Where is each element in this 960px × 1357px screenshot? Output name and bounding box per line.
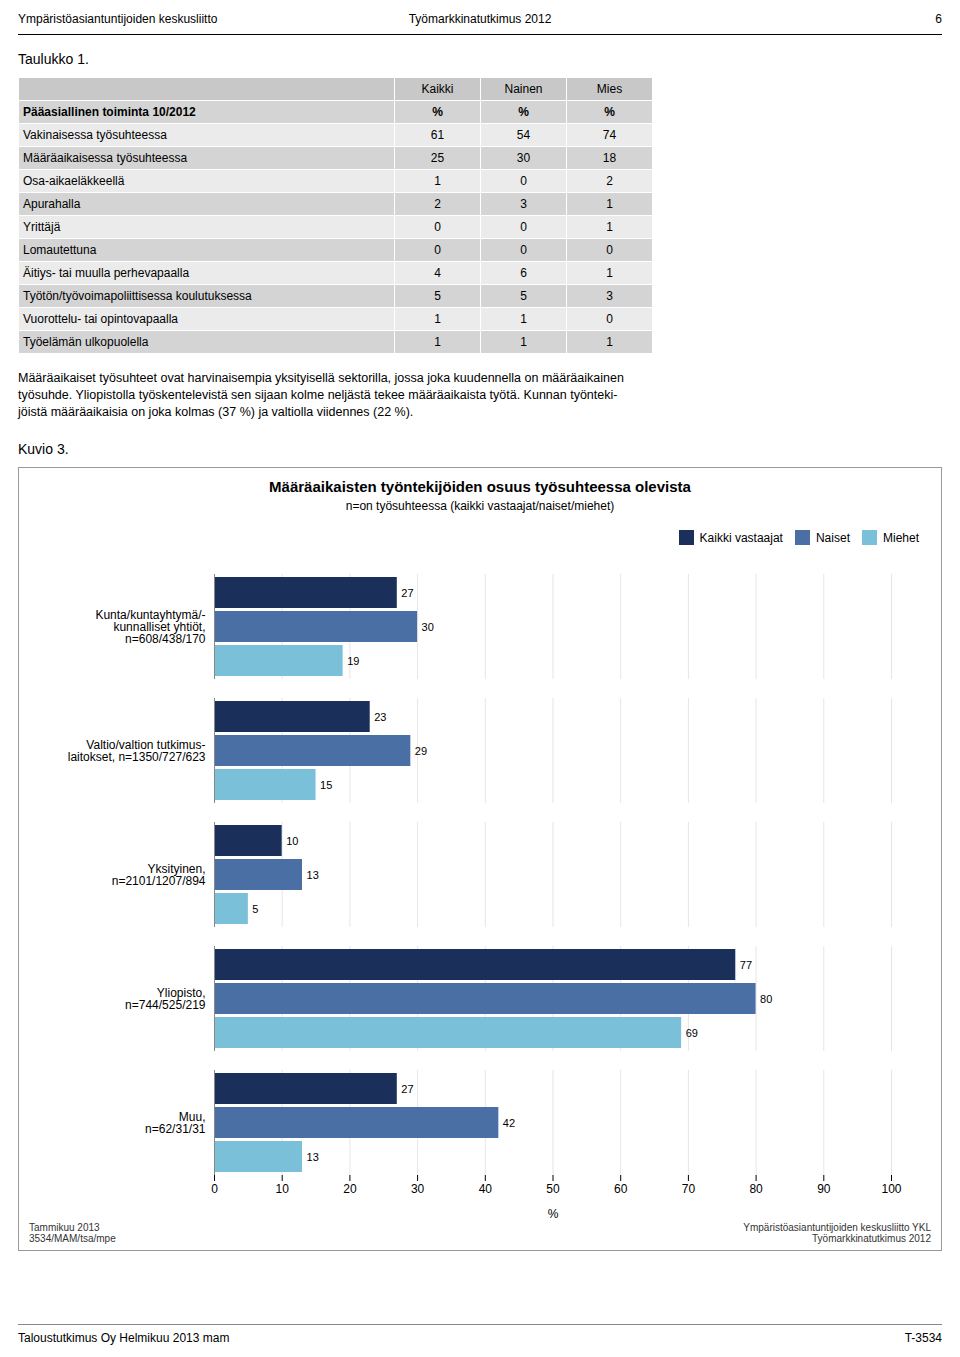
html-text:4: 4	[434, 266, 441, 280]
svg-text:30: 30	[411, 1182, 425, 1196]
svg-text:23: 23	[374, 711, 386, 723]
html-text:työsuhde. Yliopistolla työsken: työsuhde. Yliopistolla työskentelevistä …	[18, 388, 618, 402]
html-text:1: 1	[606, 266, 613, 280]
html-text:2: 2	[434, 197, 441, 211]
svg-text:15: 15	[320, 779, 332, 791]
html-text:2: 2	[606, 174, 613, 188]
html-text:3: 3	[606, 289, 613, 303]
svg-text:Valtio/valtion tutkimus-laitok: Valtio/valtion tutkimus-laitokset, n=135…	[68, 738, 206, 764]
html-text:Työtön/työvoimapoliittisessa k: Työtön/työvoimapoliittisessa koulutukses…	[23, 289, 252, 303]
html-text:Apurahalla: Apurahalla	[23, 197, 81, 211]
svg-text:60: 60	[614, 1182, 628, 1196]
html-text:18: 18	[602, 151, 617, 165]
html-text:1: 1	[520, 335, 527, 349]
html-text:1: 1	[606, 220, 613, 234]
svg-text:90: 90	[817, 1182, 831, 1196]
svg-text:19: 19	[347, 655, 359, 667]
html-text:Nainen: Nainen	[504, 82, 543, 96]
html-text:1: 1	[434, 174, 441, 188]
html-text:0: 0	[520, 243, 527, 257]
html-text:Taloustutkimus Oy Helmikuu 201: Taloustutkimus Oy Helmikuu 2013 mam	[18, 1331, 230, 1345]
html-text:1: 1	[606, 335, 613, 349]
svg-text:70: 70	[682, 1182, 696, 1196]
html-text:T-3534: T-3534	[904, 1331, 942, 1345]
html-text:54: 54	[516, 128, 531, 142]
html-text:25: 25	[430, 151, 445, 165]
svg-text:50: 50	[546, 1182, 560, 1196]
html-text:jöistä määräaikaisia on joka k: jöistä määräaikaisia on joka kolmas (37 …	[18, 405, 414, 419]
svg-text:27: 27	[401, 587, 413, 599]
html-text:n=on työsuhteessa (kaikki vast: n=on työsuhteessa (kaikki vastaajat/nais…	[345, 499, 615, 513]
html-text:0: 0	[434, 243, 441, 257]
svg-text:10: 10	[276, 1182, 290, 1196]
html-text:0: 0	[606, 243, 613, 257]
html-text:0: 0	[520, 220, 527, 234]
svg-text:77: 77	[740, 959, 752, 971]
html-text:Naiset: Naiset	[816, 530, 850, 545]
html-text:74: 74	[602, 128, 617, 142]
html-text:Äitiys- tai muulla perhevapaal: Äitiys- tai muulla perhevapaalla	[23, 266, 190, 280]
svg-text:Muu,n=62/31/31: Muu,n=62/31/31	[145, 1110, 206, 1136]
html-text:Työelämän ulkopuolella: Työelämän ulkopuolella	[23, 335, 149, 349]
html-text:Osa-aikaeläkkeellä: Osa-aikaeläkkeellä	[23, 174, 125, 188]
html-text:30: 30	[516, 151, 531, 165]
html-text:0: 0	[520, 174, 527, 188]
html-text:1: 1	[606, 197, 613, 211]
svg-text:30: 30	[422, 621, 434, 633]
html-text:Vakinaisessa työsuhteessa: Vakinaisessa työsuhteessa	[23, 128, 167, 142]
svg-text:5: 5	[252, 903, 258, 915]
html-text:Pääasiallinen toiminta 10/2012: Pääasiallinen toiminta 10/2012	[23, 105, 196, 119]
html-text:Miehet: Miehet	[883, 530, 919, 545]
html-text:6: 6	[520, 266, 527, 280]
svg-text:0: 0	[211, 1182, 218, 1196]
svg-text:100: 100	[881, 1182, 901, 1196]
html-text:Määräaikaisessa työsuhteessa: Määräaikaisessa työsuhteessa	[23, 151, 188, 165]
svg-text:80: 80	[760, 993, 772, 1005]
svg-text:13: 13	[307, 1151, 319, 1163]
html-text:Kaikki: Kaikki	[421, 82, 454, 96]
html-text:Taulukko 1.: Taulukko 1.	[18, 51, 89, 67]
svg-text:Kunta/kuntayhtymä/-kunnalliset: Kunta/kuntayhtymä/-kunnalliset yhtiöt,n=…	[95, 608, 205, 646]
html-text:Vuorottelu- tai opintovapaalla: Vuorottelu- tai opintovapaalla	[23, 312, 178, 326]
svg-text:29: 29	[415, 745, 427, 757]
svg-text:80: 80	[749, 1182, 763, 1196]
html-text:Määräaikaiset työsuhteet ovat: Määräaikaiset työsuhteet ovat harvinaise…	[18, 371, 624, 385]
svg-text:20: 20	[343, 1182, 357, 1196]
html-text:Tammikuu 2013 3534/MAM/tsa/mpe: Tammikuu 2013 3534/MAM/tsa/mpe	[29, 1222, 116, 1244]
svg-text:Yksityinen,n=2101/1207/894: Yksityinen,n=2101/1207/894	[112, 862, 206, 888]
html-text:3: 3	[520, 197, 527, 211]
html-text:61: 61	[430, 128, 445, 142]
html-text:Yrittäjä: Yrittäjä	[23, 220, 61, 234]
html-text:Lomautettuna: Lomautettuna	[23, 243, 97, 257]
html-text:6: 6	[935, 12, 942, 26]
html-text:Mies: Mies	[596, 82, 623, 96]
html-text:1: 1	[434, 312, 441, 326]
svg-text:10: 10	[286, 835, 298, 847]
html-text:5: 5	[434, 289, 441, 303]
html-text:0: 0	[434, 220, 441, 234]
svg-text:27: 27	[401, 1083, 413, 1095]
svg-text:13: 13	[307, 869, 319, 881]
html-text:Kaikki vastaajat: Kaikki vastaajat	[699, 530, 783, 545]
html-text:Määräaikaisten työntekijöiden: Määräaikaisten työntekijöiden osuus työs…	[269, 478, 691, 495]
html-text:Ympäristöasiantuntijoiden kesk: Ympäristöasiantuntijoiden keskusliitto Y…	[743, 1222, 931, 1244]
html-text:5: 5	[520, 289, 527, 303]
html-text:1: 1	[520, 312, 527, 326]
html-text:Työmarkkinatutkimus 2012: Työmarkkinatutkimus 2012	[408, 12, 552, 26]
html-text:1: 1	[434, 335, 441, 349]
svg-text:69: 69	[686, 1027, 698, 1039]
svg-text:%: %	[548, 1207, 559, 1221]
svg-text:Yliopisto,n=744/525/219: Yliopisto,n=744/525/219	[125, 986, 206, 1012]
html-text:Ympäristöasiantuntijoiden kesk: Ympäristöasiantuntijoiden keskusliitto	[18, 12, 218, 26]
html-text:0: 0	[606, 312, 613, 326]
svg-text:40: 40	[479, 1182, 493, 1196]
html-text:Kuvio 3.: Kuvio 3.	[18, 441, 69, 457]
svg-text:42: 42	[503, 1117, 515, 1129]
